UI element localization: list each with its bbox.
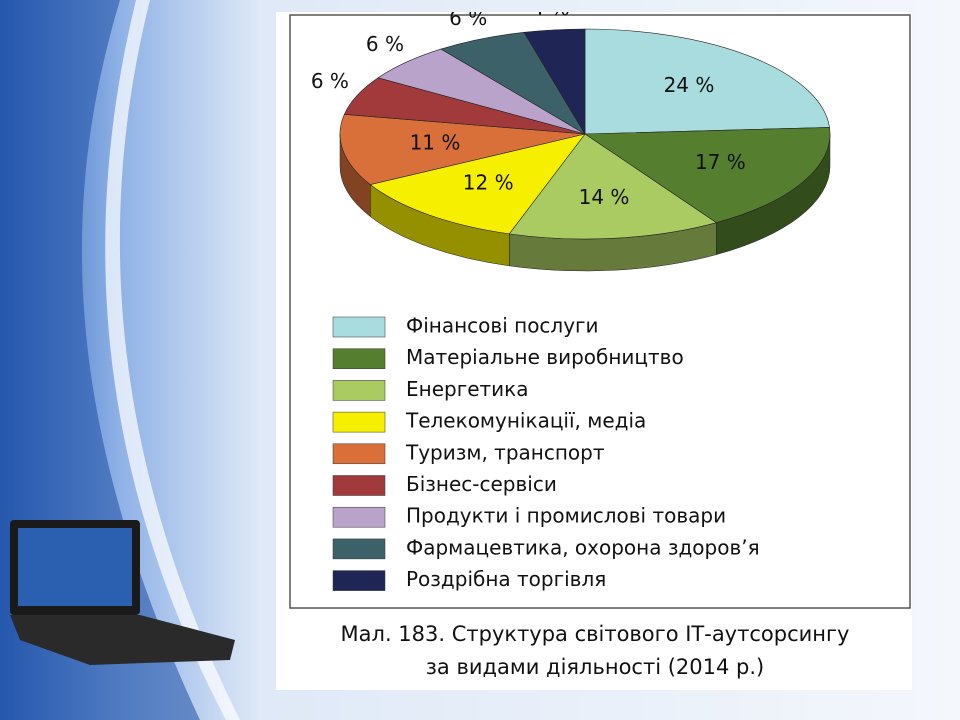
slice (584, 127, 831, 223)
chart-frame (289, 14, 911, 609)
legend-label: Фінансові послуги (406, 314, 599, 338)
legend-swatch (332, 538, 386, 560)
legend-label: Туризм, транспорт (405, 440, 605, 464)
slice (339, 114, 586, 185)
legend-label: Бізнес-сервіси (406, 472, 557, 496)
legend-label: Матеріальне виробництво (406, 345, 684, 369)
legend-swatch (332, 348, 386, 369)
data-label: 4 % (532, 12, 570, 20)
slice (508, 133, 717, 240)
data-label: 11 % (410, 131, 461, 155)
slice (584, 28, 830, 135)
legend-label: Фармацевтика, охорона здоров’я (406, 535, 760, 559)
data-label: 6 % (311, 69, 349, 93)
legend-label: Телекомунікації, медіа (405, 409, 646, 433)
legend-label: Роздрібна торгівля (406, 567, 606, 591)
legend-label: Енергетика (406, 377, 529, 401)
legend-swatch (332, 380, 386, 401)
slice (523, 28, 586, 136)
data-label: 17 % (695, 150, 746, 174)
legend-swatch (332, 411, 386, 433)
legend-swatch (332, 570, 386, 591)
caption: за видами діяльності (2014 р.) (426, 655, 764, 679)
legend-label: Продукти і промислові товари (406, 504, 726, 528)
caption: Мал. 183. Структура світового ІТ-аутсорс… (341, 622, 850, 646)
slice (369, 133, 586, 235)
legend-swatch (332, 475, 386, 496)
data-label: 12 % (463, 171, 514, 195)
legend-swatch (332, 443, 386, 465)
data-label: 24 % (664, 73, 715, 97)
legend-swatch (332, 506, 386, 528)
data-label: 14 % (579, 185, 630, 209)
decoration (0, 0, 240, 720)
legend-swatch (332, 316, 386, 338)
image-panel: Мал. 183. Структура світового ІТ-аутсорс… (276, 0, 912, 690)
data-label: 6 % (366, 32, 404, 56)
chart: Мал. 183. Структура світового ІТ-аутсорс… (289, 0, 911, 679)
data-label: 6 % (449, 12, 487, 30)
